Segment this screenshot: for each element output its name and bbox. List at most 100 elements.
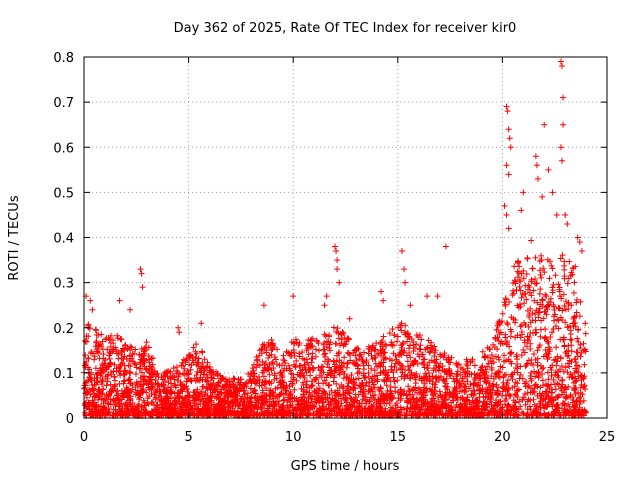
data-point (90, 399, 97, 406)
data-point (340, 375, 347, 382)
data-point (548, 366, 555, 373)
data-point (290, 406, 297, 413)
data-point (406, 342, 413, 349)
data-point (511, 383, 518, 390)
data-point (352, 412, 359, 419)
data-point (417, 410, 424, 417)
data-point (476, 372, 483, 379)
data-point (410, 341, 417, 348)
data-point (333, 358, 340, 365)
data-point (223, 382, 230, 389)
data-point (372, 360, 379, 367)
data-point (264, 409, 271, 416)
data-point (562, 364, 569, 371)
data-point (369, 409, 376, 416)
data-point (520, 347, 527, 354)
data-point (434, 293, 441, 300)
data-point (320, 346, 327, 353)
data-point (522, 391, 529, 398)
data-point (149, 355, 156, 362)
data-point (577, 298, 584, 305)
data-point (192, 355, 199, 362)
data-point (375, 403, 382, 410)
data-point (517, 301, 524, 308)
data-point (512, 379, 519, 386)
data-point (539, 296, 546, 303)
data-point (193, 341, 200, 348)
data-point (183, 394, 190, 401)
data-point (571, 403, 578, 410)
data-point (552, 407, 559, 414)
data-point (533, 307, 540, 314)
data-point (215, 408, 222, 415)
data-point (237, 386, 244, 393)
data-point (89, 306, 96, 313)
data-point (431, 358, 438, 365)
data-point (323, 293, 330, 300)
data-point (108, 371, 115, 378)
data-point (496, 374, 503, 381)
data-point (331, 374, 338, 381)
data-point (530, 287, 537, 294)
data-point (107, 359, 114, 366)
data-point (290, 346, 297, 353)
data-point (271, 354, 278, 361)
data-point (181, 383, 188, 390)
data-point (403, 330, 410, 337)
data-point (333, 248, 340, 255)
data-point (312, 353, 319, 360)
data-point (199, 393, 206, 400)
data-point (453, 378, 460, 385)
data-point (204, 385, 211, 392)
data-point (156, 392, 163, 399)
data-point (343, 364, 350, 371)
data-point (534, 299, 541, 306)
data-point (552, 311, 559, 318)
data-point (442, 243, 449, 250)
data-point (546, 258, 553, 265)
data-point (85, 355, 92, 362)
data-point (542, 388, 549, 395)
data-point (379, 337, 386, 344)
data-point (321, 358, 328, 365)
data-point (505, 356, 512, 363)
data-point (127, 388, 134, 395)
data-point (429, 346, 436, 353)
data-point (365, 343, 372, 350)
data-point (568, 373, 575, 380)
data-point (567, 327, 574, 334)
data-point (327, 339, 334, 346)
data-point (368, 352, 375, 359)
data-point (334, 387, 341, 394)
data-point (422, 409, 429, 416)
data-point (479, 363, 486, 370)
data-point (287, 367, 294, 374)
data-point (543, 352, 550, 359)
data-point (345, 336, 352, 343)
data-point (125, 412, 132, 419)
data-point (512, 319, 519, 326)
data-point (512, 411, 519, 418)
data-point (571, 387, 578, 394)
data-point (574, 353, 581, 360)
data-point (535, 372, 542, 379)
data-point (383, 391, 390, 398)
data-point (202, 376, 209, 383)
data-point (392, 352, 399, 359)
data-point (281, 396, 288, 403)
data-point (276, 409, 283, 416)
data-point (393, 367, 400, 374)
data-point (262, 360, 269, 367)
data-point (383, 376, 390, 383)
data-point (504, 407, 511, 414)
data-point (225, 404, 232, 411)
data-point (309, 364, 316, 371)
data-point (110, 368, 117, 375)
data-point (212, 387, 219, 394)
data-point (536, 411, 543, 418)
data-point (413, 370, 420, 377)
data-point (87, 391, 94, 398)
data-point (180, 400, 187, 407)
data-point (105, 392, 112, 399)
data-point (552, 323, 559, 330)
